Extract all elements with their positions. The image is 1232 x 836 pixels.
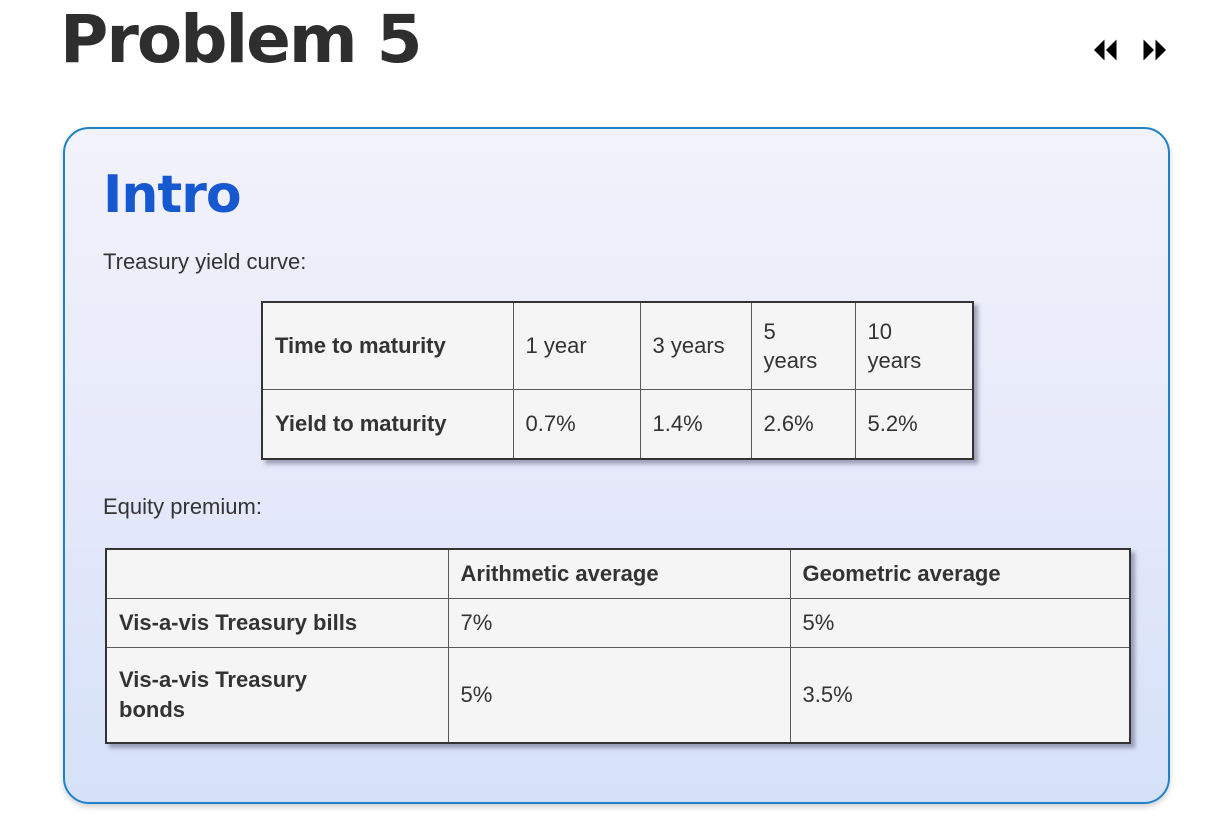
yield-row-header-maturity: Time to maturity	[261, 301, 514, 391]
nav-next-button[interactable]	[1143, 38, 1168, 62]
yield-cell-10y: 5.2%	[854, 389, 974, 460]
yield-curve-value-row: Yield to maturity 0.7% 1.4% 2.6% 5.2%	[261, 389, 974, 460]
equity-premium-table: Arithmetic average Geometric average Vis…	[105, 547, 1131, 744]
yield-cell-1y: 0.7%	[512, 389, 641, 460]
skip-forward-icon	[1143, 39, 1168, 65]
page-title: Problem 5	[60, 1, 423, 78]
equity-row-bills: Vis-a-vis Treasury bills 7% 5%	[105, 597, 1131, 648]
yield-curve-header-row: Time to maturity 1 year 3 years 5 years …	[261, 301, 974, 391]
equity-row-label-bonds: Vis-a-vis Treasury bonds	[105, 646, 449, 744]
yield-cell-5y: 2.6%	[750, 389, 856, 460]
nav-previous-button[interactable]	[1092, 38, 1117, 62]
intro-heading: Intro	[103, 164, 242, 225]
top-bar: Problem 5	[0, 0, 1232, 77]
equity-bonds-arithmetic-cell: 5%	[447, 646, 791, 744]
equity-premium-label: Equity premium:	[103, 494, 262, 520]
equity-bills-geometric-cell: 5%	[789, 597, 1131, 648]
equity-bills-arithmetic-cell: 7%	[447, 597, 791, 648]
nav-arrows	[1092, 38, 1168, 62]
maturity-cell-5y: 5 years	[750, 301, 856, 391]
maturity-cell-10y: 10 years	[854, 301, 974, 391]
yield-cell-3y: 1.4%	[639, 389, 752, 460]
equity-header-row: Arithmetic average Geometric average	[105, 548, 1131, 599]
equity-row-label-bills: Vis-a-vis Treasury bills	[105, 597, 449, 648]
equity-header-arithmetic: Arithmetic average	[447, 548, 791, 599]
equity-row-bonds: Vis-a-vis Treasury bonds 5% 3.5%	[105, 646, 1131, 744]
equity-header-empty-cell	[105, 548, 449, 599]
equity-header-geometric: Geometric average	[789, 548, 1131, 599]
yield-curve-table: Time to maturity 1 year 3 years 5 years …	[261, 301, 974, 461]
maturity-cell-3y: 3 years	[639, 301, 752, 391]
intro-card: Intro Treasury yield curve: Time to matu…	[63, 126, 1170, 804]
yield-row-header-yield: Yield to maturity	[261, 389, 514, 460]
maturity-cell-1y: 1 year	[512, 301, 641, 391]
yield-curve-label: Treasury yield curve:	[103, 248, 307, 274]
equity-bonds-geometric-cell: 3.5%	[789, 646, 1131, 744]
skip-back-icon	[1092, 39, 1117, 65]
